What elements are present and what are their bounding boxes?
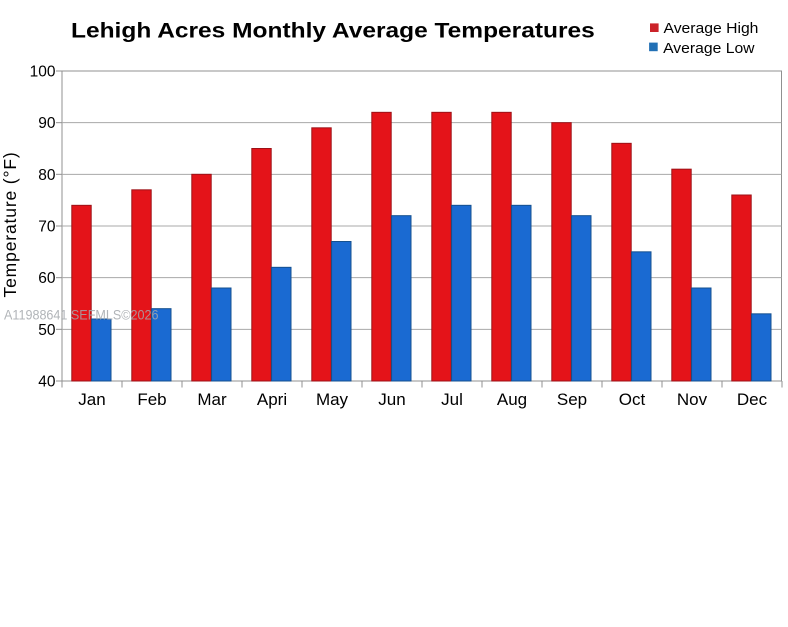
svg-text:Temperature (°F): Temperature (°F) [0, 151, 20, 297]
svg-text:50: 50 [38, 322, 56, 339]
svg-text:Apri: Apri [257, 390, 287, 409]
svg-text:60: 60 [38, 270, 56, 287]
svg-text:Aug: Aug [497, 390, 527, 409]
svg-text:80: 80 [38, 167, 56, 184]
svg-text:Oct: Oct [619, 390, 646, 409]
svg-text:Jun: Jun [378, 390, 405, 409]
svg-text:70: 70 [38, 219, 56, 236]
svg-text:40: 40 [38, 374, 56, 391]
svg-text:90: 90 [38, 115, 56, 132]
svg-text:Lehigh Acres Monthly Average T: Lehigh Acres Monthly Average Temperature… [71, 18, 595, 42]
svg-text:Jul: Jul [441, 390, 463, 409]
svg-text:Feb: Feb [137, 390, 166, 409]
svg-text:Nov: Nov [677, 390, 708, 409]
svg-text:100: 100 [30, 64, 56, 81]
svg-text:May: May [316, 390, 349, 409]
svg-text:Sep: Sep [557, 390, 587, 409]
svg-text:Average Low: Average Low [663, 41, 755, 57]
svg-text:Dec: Dec [737, 390, 768, 409]
svg-text:A11988641 SEFMLS©2026: A11988641 SEFMLS©2026 [4, 307, 159, 323]
svg-text:Average High: Average High [664, 20, 759, 36]
svg-text:Mar: Mar [197, 390, 227, 409]
svg-text:Jan: Jan [78, 390, 105, 409]
